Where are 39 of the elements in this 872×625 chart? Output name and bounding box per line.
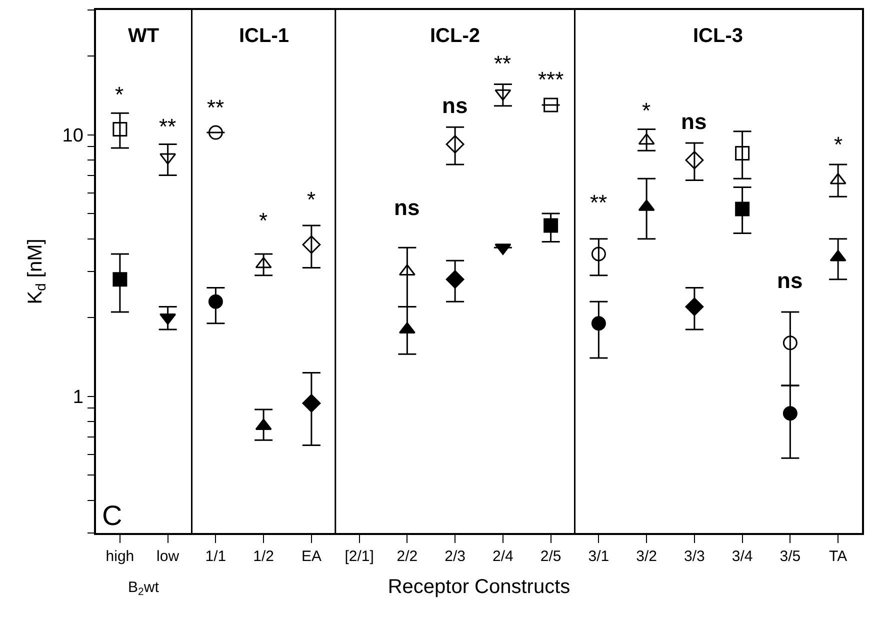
annotation: ***: [538, 67, 564, 92]
x-tick-label: 3/5: [780, 548, 801, 565]
text: B$_{2}$wt: [128, 579, 160, 598]
annotation: C: [102, 500, 122, 531]
x-tick-label: 2/5: [540, 548, 562, 565]
annotation: *: [642, 98, 651, 123]
annotation: ICL-2: [430, 25, 480, 47]
annotation: ICL-1: [239, 25, 289, 47]
annotation: WT: [128, 25, 160, 47]
x-tick-label: TA: [829, 548, 848, 565]
annotation: ns: [777, 268, 803, 293]
x-tick-label: EA: [301, 548, 322, 565]
annotation: ns: [681, 109, 707, 134]
annotation: *: [307, 187, 316, 212]
annotation: **: [590, 190, 608, 215]
x-tick-label: 2/3: [444, 548, 466, 565]
y-tick-label: 1: [72, 386, 84, 408]
x-tick-label: 1/2: [253, 548, 274, 565]
x-tick-label: [2/1]: [344, 548, 374, 565]
x-tick-label: high: [106, 548, 134, 565]
annotation: *: [115, 82, 124, 107]
x-tick-label: 2/4: [492, 548, 514, 565]
x-tick-label: 3/2: [636, 548, 657, 565]
annotation: ns: [442, 93, 468, 118]
annotation: **: [494, 51, 512, 76]
x-tick-label: low: [156, 548, 180, 565]
y-tick-label: 10: [62, 125, 84, 146]
x-axis-title: Receptor Constructs: [388, 576, 570, 598]
annotation: ICL-3: [693, 25, 743, 47]
annotation: *: [259, 208, 268, 233]
x-tick-label: 3/3: [684, 548, 705, 565]
annotation: *: [834, 132, 843, 157]
x-tick-label: 2/2: [396, 548, 418, 565]
annotation: **: [207, 95, 225, 120]
x-tick-label: 1/1: [205, 548, 226, 565]
annotation: **: [159, 114, 177, 139]
annotation: ns: [394, 195, 420, 220]
x-tick-label: 3/1: [588, 548, 610, 565]
x-tick-label: 3/4: [732, 548, 753, 565]
